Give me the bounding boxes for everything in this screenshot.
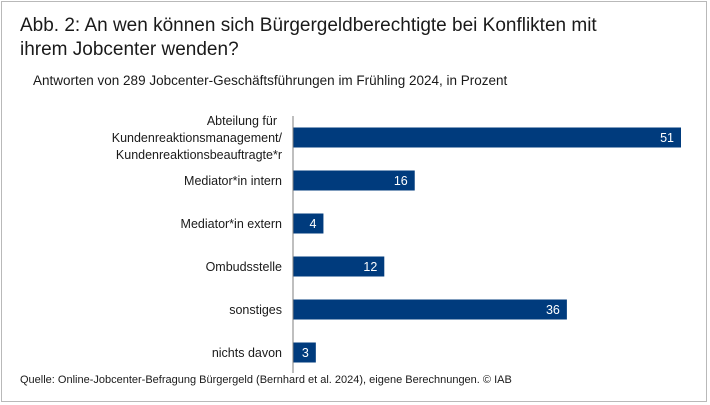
- category-label-2: Mediator*in extern: [181, 217, 282, 231]
- source-note: Quelle: Online-Jobcenter-Befragung Bürge…: [20, 374, 512, 386]
- bar-value-label-0: 51: [660, 131, 674, 145]
- bar-value-label-5: 3: [302, 346, 309, 360]
- chart-title: Abb. 2: An wen können sich Bürgergeldber…: [20, 15, 597, 60]
- bar-0: [293, 127, 681, 148]
- bar-1: [293, 170, 415, 191]
- bar-value-label-1: 16: [394, 174, 408, 188]
- category-label-3: Ombudsstelle: [206, 260, 282, 274]
- category-label-4: sonstiges: [229, 303, 282, 317]
- chart-subtitle: Antworten von 289 Jobcenter-Geschäftsfüh…: [33, 73, 508, 88]
- category-label-1: Mediator*in intern: [184, 174, 282, 188]
- bar-4: [293, 299, 567, 320]
- bar-3: [293, 256, 385, 277]
- bar-value-label-3: 12: [363, 260, 377, 274]
- category-label-5: nichts davon: [212, 346, 282, 360]
- bar-value-label-2: 4: [309, 217, 316, 231]
- category-label-0: Abteilung für Kundenreaktionsmanagement/K…: [112, 114, 283, 162]
- bar-2: [293, 213, 324, 234]
- bar-value-label-4: 36: [546, 303, 560, 317]
- bar-5: [293, 342, 316, 363]
